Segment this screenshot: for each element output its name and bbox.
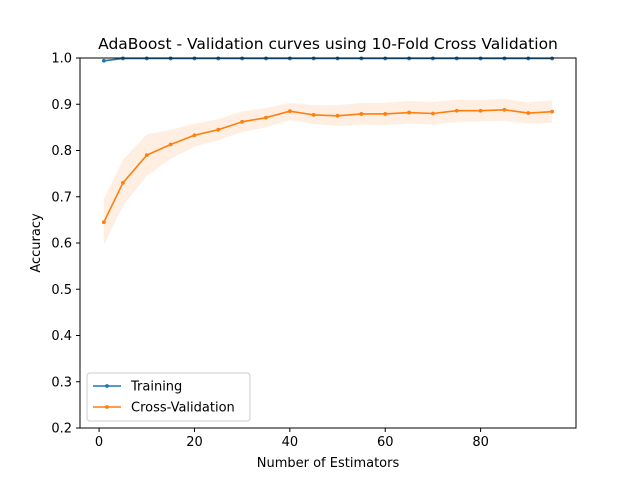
cross-validation-point xyxy=(264,115,268,120)
x-tick-label: 40 xyxy=(282,435,299,450)
cross-validation-point xyxy=(240,119,245,124)
cross-validation-point xyxy=(454,108,459,113)
legend-cross-validation-label: Cross-Validation xyxy=(131,401,235,416)
y-tick-label: 0.8 xyxy=(51,144,72,159)
y-tick-label: 0.2 xyxy=(51,422,72,437)
cross-validation-band xyxy=(103,98,553,246)
cross-validation-point xyxy=(168,142,173,147)
cross-validation-point xyxy=(311,112,316,117)
cross-validation-point xyxy=(287,109,292,114)
training-point xyxy=(101,58,106,63)
y-tick-label: 0.3 xyxy=(51,375,72,390)
x-tick-label: 60 xyxy=(377,435,394,450)
legend: Training Cross-Validation xyxy=(86,372,251,422)
y-tick-label: 0.9 xyxy=(51,98,72,113)
y-tick-label: 0.7 xyxy=(51,190,72,205)
y-tick-label: 1.0 xyxy=(51,52,72,67)
y-tick-label: 0.4 xyxy=(51,329,72,344)
legend-training-label: Training xyxy=(130,380,182,395)
plot-area xyxy=(80,58,576,428)
x-axis-ticks: 0 20 40 60 80 xyxy=(95,428,489,450)
cross-validation-point xyxy=(478,108,483,113)
x-tick-label: 20 xyxy=(186,435,203,450)
cross-validation-point xyxy=(144,153,149,158)
y-axis-title: Accuracy xyxy=(29,213,44,273)
cross-validation-point xyxy=(216,127,221,132)
cross-validation-point xyxy=(526,111,531,115)
cross-validation-point xyxy=(192,133,197,138)
cross-validation-point xyxy=(407,110,411,115)
cross-validation-line xyxy=(103,109,553,223)
y-tick-label: 0.5 xyxy=(51,283,72,298)
cross-validation-point xyxy=(502,107,507,112)
x-tick-label: 80 xyxy=(472,435,489,450)
legend-training-marker xyxy=(105,384,109,388)
cross-validation-point xyxy=(335,113,340,118)
y-axis-ticks: 0.2 0.3 0.4 0.5 0.6 0.7 0.8 0.9 1.0 xyxy=(51,52,80,437)
x-tick-label: 0 xyxy=(95,435,103,450)
cross-validation-point xyxy=(121,180,125,185)
cross-validation-point xyxy=(359,112,364,116)
y-tick-label: 0.6 xyxy=(51,237,72,252)
legend-cross-validation-marker xyxy=(105,405,109,409)
legend-box xyxy=(86,372,251,422)
cross-validation-point xyxy=(431,111,435,116)
cross-validation-point xyxy=(550,109,555,114)
cross-validation-point xyxy=(101,220,106,225)
cross-validation-point xyxy=(383,112,388,116)
x-axis-title: Number of Estimators xyxy=(257,456,400,471)
chart-title: AdaBoost - Validation curves using 10-Fo… xyxy=(98,35,558,53)
